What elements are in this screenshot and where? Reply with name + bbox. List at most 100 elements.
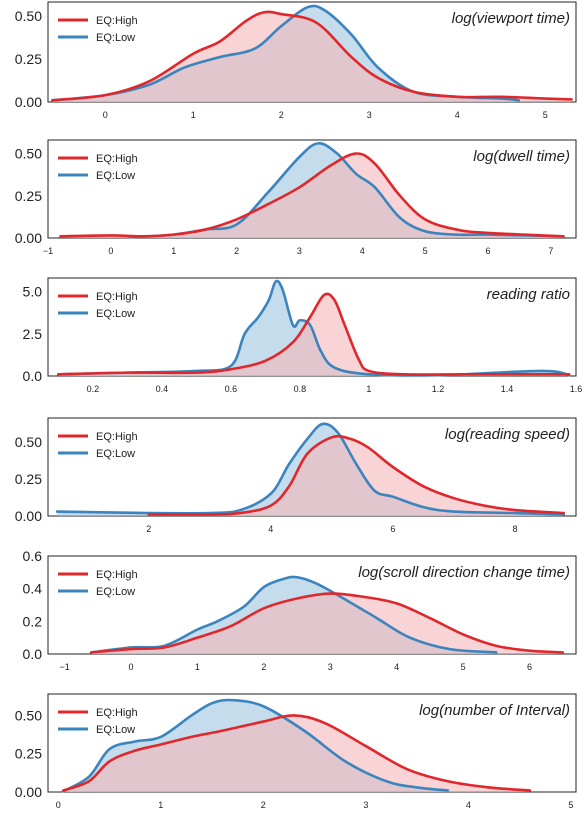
y-tick-label: 0.25	[15, 471, 42, 487]
legend-label-high: EQ:High	[96, 707, 138, 719]
density-line-high	[59, 152, 565, 238]
y-tick-label: 0.50	[15, 146, 42, 162]
legend-label-low: EQ:Low	[96, 170, 135, 182]
x-tick-label: 1.6	[570, 384, 583, 394]
x-tick-label: 4	[455, 110, 460, 120]
density-line-high	[147, 434, 566, 516]
x-tick-label: 0.4	[156, 384, 169, 394]
legend-label-high: EQ:High	[96, 569, 138, 581]
x-tick-label: 2	[261, 800, 266, 810]
subplot-6: 0.00 0.25 0.50 0 1 2 3 4 5 log(number of Interval…	[15, 693, 577, 810]
legend: EQ:High EQ:Low	[58, 153, 138, 182]
x-tick-label: 4	[466, 800, 471, 810]
y-tick-label: 2.5	[23, 326, 43, 342]
density-line-high	[62, 714, 532, 792]
y-tick-label: 0.4	[23, 581, 43, 597]
density-area-high	[148, 436, 564, 516]
subplot-3: 0.0 2.5 5.0 0.2 0.4 0.6 0.8 1 1.2 1.4 1.6 reading r…	[23, 277, 583, 394]
x-tick-label: 4	[268, 524, 273, 534]
density-line-high	[89, 592, 565, 654]
density-area-high	[60, 153, 564, 238]
y-tick-label: 0.00	[15, 94, 42, 110]
density-area-high	[52, 11, 572, 103]
legend-label-low: EQ:Low	[96, 32, 135, 44]
y-tick-label: 0.25	[15, 746, 42, 762]
density-line-high	[51, 10, 573, 102]
y-tick-label: 0.00	[15, 784, 42, 800]
subplot-1: 0.00 0.25 0.50 0 1 2 3 4 5 log(viewport time) EQ:H…	[15, 1, 577, 120]
x-tick-label: 1.4	[501, 384, 514, 394]
density-line-low	[62, 698, 450, 793]
legend-label-high: EQ:High	[96, 291, 138, 303]
x-tick-label: −1	[59, 662, 69, 672]
x-tick-label: 6	[527, 662, 532, 672]
density-line-low	[89, 575, 498, 654]
x-tick-label: 5	[461, 662, 466, 672]
y-tick-label: 0.50	[15, 434, 42, 450]
subplot-title: log(dwell time)	[473, 148, 570, 165]
x-tick-label: 0.6	[225, 384, 238, 394]
y-tick-label: 0.00	[15, 230, 42, 246]
x-tick-label: 6	[390, 524, 395, 534]
legend: EQ:High EQ:Low	[58, 15, 138, 44]
x-tick-label: 2	[261, 662, 266, 672]
x-tick-label: 5	[423, 246, 428, 256]
x-tick-label: 2	[234, 246, 239, 256]
x-tick-label: 1.2	[432, 384, 445, 394]
legend: EQ:High EQ:Low	[58, 431, 138, 460]
x-tick-label: 0.8	[294, 384, 307, 394]
legend-label-high: EQ:High	[96, 153, 138, 165]
legend-label-low: EQ:Low	[96, 586, 135, 598]
x-tick-label: 0	[56, 800, 61, 810]
x-tick-label: 3	[367, 110, 372, 120]
subplot-5: 0.0 0.2 0.4 0.6 −1 0 1 2 3 4 5 6 log(scroll directio…	[23, 548, 577, 672]
y-tick-label: 0.50	[15, 707, 42, 723]
x-tick-label: 2	[279, 110, 284, 120]
subplot-title: log(viewport time)	[452, 10, 570, 27]
x-tick-label: 6	[485, 246, 490, 256]
x-tick-label: 2	[146, 524, 151, 534]
x-tick-label: 4	[360, 246, 365, 256]
density-line-high	[57, 292, 571, 376]
x-tick-label: 1	[195, 662, 200, 672]
y-tick-label: 0.00	[15, 508, 42, 524]
x-tick-label: 0	[129, 662, 134, 672]
x-tick-label: 1	[191, 110, 196, 120]
y-tick-label: 0.0	[23, 368, 43, 384]
y-tick-label: 0.50	[15, 8, 42, 24]
x-tick-label: 8	[512, 524, 517, 534]
y-tick-label: 0.25	[15, 51, 42, 67]
x-tick-label: 5	[568, 800, 573, 810]
x-tick-label: 1	[158, 800, 163, 810]
subplot-title: log(reading speed)	[445, 426, 570, 443]
legend: EQ:High EQ:Low	[58, 569, 138, 598]
legend: EQ:High EQ:Low	[58, 291, 138, 320]
subplot-2: 0.00 0.25 0.50 −1 0 1 2 3 4 5 6 7 log(dwell time) EQ:…	[15, 139, 577, 256]
x-tick-label: 3	[363, 800, 368, 810]
x-tick-label: 0	[103, 110, 108, 120]
subplot-title: log(number of Interval)	[419, 702, 570, 719]
density-area-high	[91, 593, 563, 654]
x-tick-label: 3	[328, 662, 333, 672]
y-tick-label: 0.2	[23, 613, 43, 629]
x-tick-label: 3	[297, 246, 302, 256]
y-tick-label: 0.0	[23, 646, 43, 662]
subplot-title: reading ratio	[487, 286, 570, 303]
density-line-low	[55, 422, 566, 516]
density-line-low	[57, 279, 571, 377]
x-tick-label: 0	[108, 246, 113, 256]
subplot-4: 0.00 0.25 0.50 2 4 6 8 log(reading speed) EQ:Hig…	[15, 417, 577, 534]
x-tick-label: −1	[43, 246, 53, 256]
x-tick-label: 5	[543, 110, 548, 120]
x-tick-label: 4	[394, 662, 399, 672]
x-tick-label: 1	[171, 246, 176, 256]
x-tick-label: 7	[548, 246, 553, 256]
x-tick-label: 0.2	[87, 384, 100, 394]
legend-label-low: EQ:Low	[96, 448, 135, 460]
legend: EQ:High EQ:Low	[58, 707, 138, 736]
y-tick-label: 5.0	[23, 284, 43, 300]
subplot-title: log(scroll direction change time)	[358, 564, 570, 581]
legend-label-high: EQ:High	[96, 15, 138, 27]
